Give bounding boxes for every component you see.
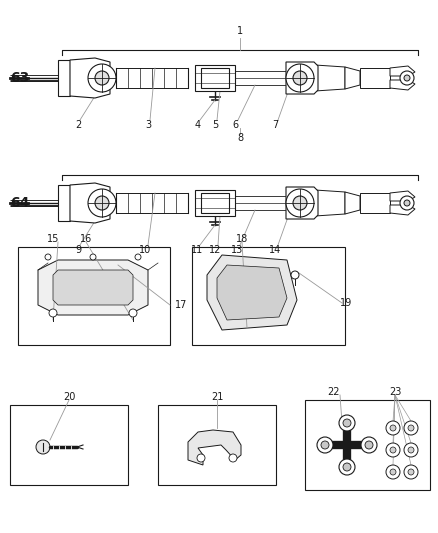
- Circle shape: [408, 447, 414, 453]
- Circle shape: [49, 309, 57, 317]
- Circle shape: [400, 71, 414, 85]
- Polygon shape: [390, 66, 415, 76]
- Circle shape: [293, 71, 307, 85]
- Text: 6: 6: [232, 120, 238, 130]
- Text: 8: 8: [237, 133, 243, 143]
- Polygon shape: [286, 187, 318, 219]
- Circle shape: [291, 271, 299, 279]
- Text: 13: 13: [231, 245, 243, 255]
- Text: 23: 23: [389, 387, 401, 397]
- Circle shape: [339, 459, 355, 475]
- Circle shape: [293, 196, 307, 210]
- Bar: [305, 400, 430, 490]
- Circle shape: [386, 465, 400, 479]
- Circle shape: [197, 454, 205, 462]
- Polygon shape: [345, 192, 360, 214]
- Polygon shape: [38, 260, 148, 315]
- Circle shape: [404, 465, 418, 479]
- Bar: [10, 405, 128, 485]
- Text: 2: 2: [75, 120, 81, 130]
- Circle shape: [408, 469, 414, 475]
- Bar: [58, 60, 70, 96]
- Text: 21: 21: [211, 392, 223, 402]
- Text: 63: 63: [11, 71, 30, 85]
- Circle shape: [404, 200, 410, 206]
- Circle shape: [229, 454, 237, 462]
- Circle shape: [339, 415, 355, 431]
- Text: 22: 22: [327, 387, 339, 397]
- Circle shape: [390, 447, 396, 453]
- Text: 19: 19: [340, 298, 352, 308]
- Circle shape: [317, 437, 333, 453]
- Polygon shape: [315, 190, 345, 216]
- Polygon shape: [217, 265, 287, 320]
- Polygon shape: [345, 67, 360, 89]
- Polygon shape: [286, 62, 318, 94]
- Circle shape: [90, 254, 96, 260]
- Circle shape: [36, 440, 50, 454]
- Text: 12: 12: [209, 245, 221, 255]
- Text: 1: 1: [237, 26, 243, 36]
- Text: 11: 11: [191, 245, 203, 255]
- Circle shape: [286, 64, 314, 92]
- Polygon shape: [53, 270, 133, 305]
- Bar: [195, 190, 235, 216]
- Circle shape: [404, 443, 418, 457]
- Text: 9: 9: [75, 245, 81, 255]
- Circle shape: [386, 443, 400, 457]
- Text: 14: 14: [269, 245, 281, 255]
- Text: 64: 64: [11, 196, 30, 210]
- Circle shape: [404, 421, 418, 435]
- Text: 17: 17: [175, 300, 187, 310]
- Circle shape: [361, 437, 377, 453]
- Circle shape: [365, 441, 373, 449]
- Circle shape: [95, 71, 109, 85]
- Text: 7: 7: [272, 120, 278, 130]
- Polygon shape: [360, 193, 390, 213]
- Polygon shape: [70, 183, 110, 223]
- Circle shape: [404, 75, 410, 81]
- Text: 15: 15: [47, 234, 59, 244]
- Bar: [201, 193, 229, 213]
- Polygon shape: [70, 58, 110, 98]
- Circle shape: [129, 309, 137, 317]
- Bar: [158, 405, 276, 485]
- Text: 4: 4: [195, 120, 201, 130]
- Circle shape: [343, 463, 351, 471]
- Circle shape: [400, 196, 414, 210]
- Polygon shape: [188, 430, 241, 465]
- Text: 20: 20: [63, 392, 75, 402]
- Polygon shape: [360, 68, 390, 88]
- Circle shape: [408, 425, 414, 431]
- Circle shape: [135, 254, 141, 260]
- Circle shape: [390, 425, 396, 431]
- Bar: [192, 247, 345, 345]
- Polygon shape: [390, 191, 415, 201]
- Polygon shape: [315, 65, 345, 91]
- Circle shape: [390, 469, 396, 475]
- Circle shape: [286, 189, 314, 217]
- Circle shape: [343, 419, 351, 427]
- Circle shape: [88, 64, 116, 92]
- Text: 3: 3: [145, 120, 151, 130]
- Circle shape: [45, 254, 51, 260]
- Circle shape: [386, 421, 400, 435]
- Bar: [18, 247, 170, 345]
- Text: 5: 5: [212, 120, 218, 130]
- Bar: [195, 65, 235, 91]
- Circle shape: [321, 441, 329, 449]
- Polygon shape: [390, 205, 415, 215]
- Bar: [201, 68, 229, 88]
- Polygon shape: [390, 80, 415, 90]
- Circle shape: [88, 189, 116, 217]
- Circle shape: [95, 196, 109, 210]
- Polygon shape: [207, 255, 297, 330]
- Text: 18: 18: [236, 234, 248, 244]
- Bar: [58, 185, 70, 221]
- Text: 10: 10: [139, 245, 151, 255]
- Text: 16: 16: [80, 234, 92, 244]
